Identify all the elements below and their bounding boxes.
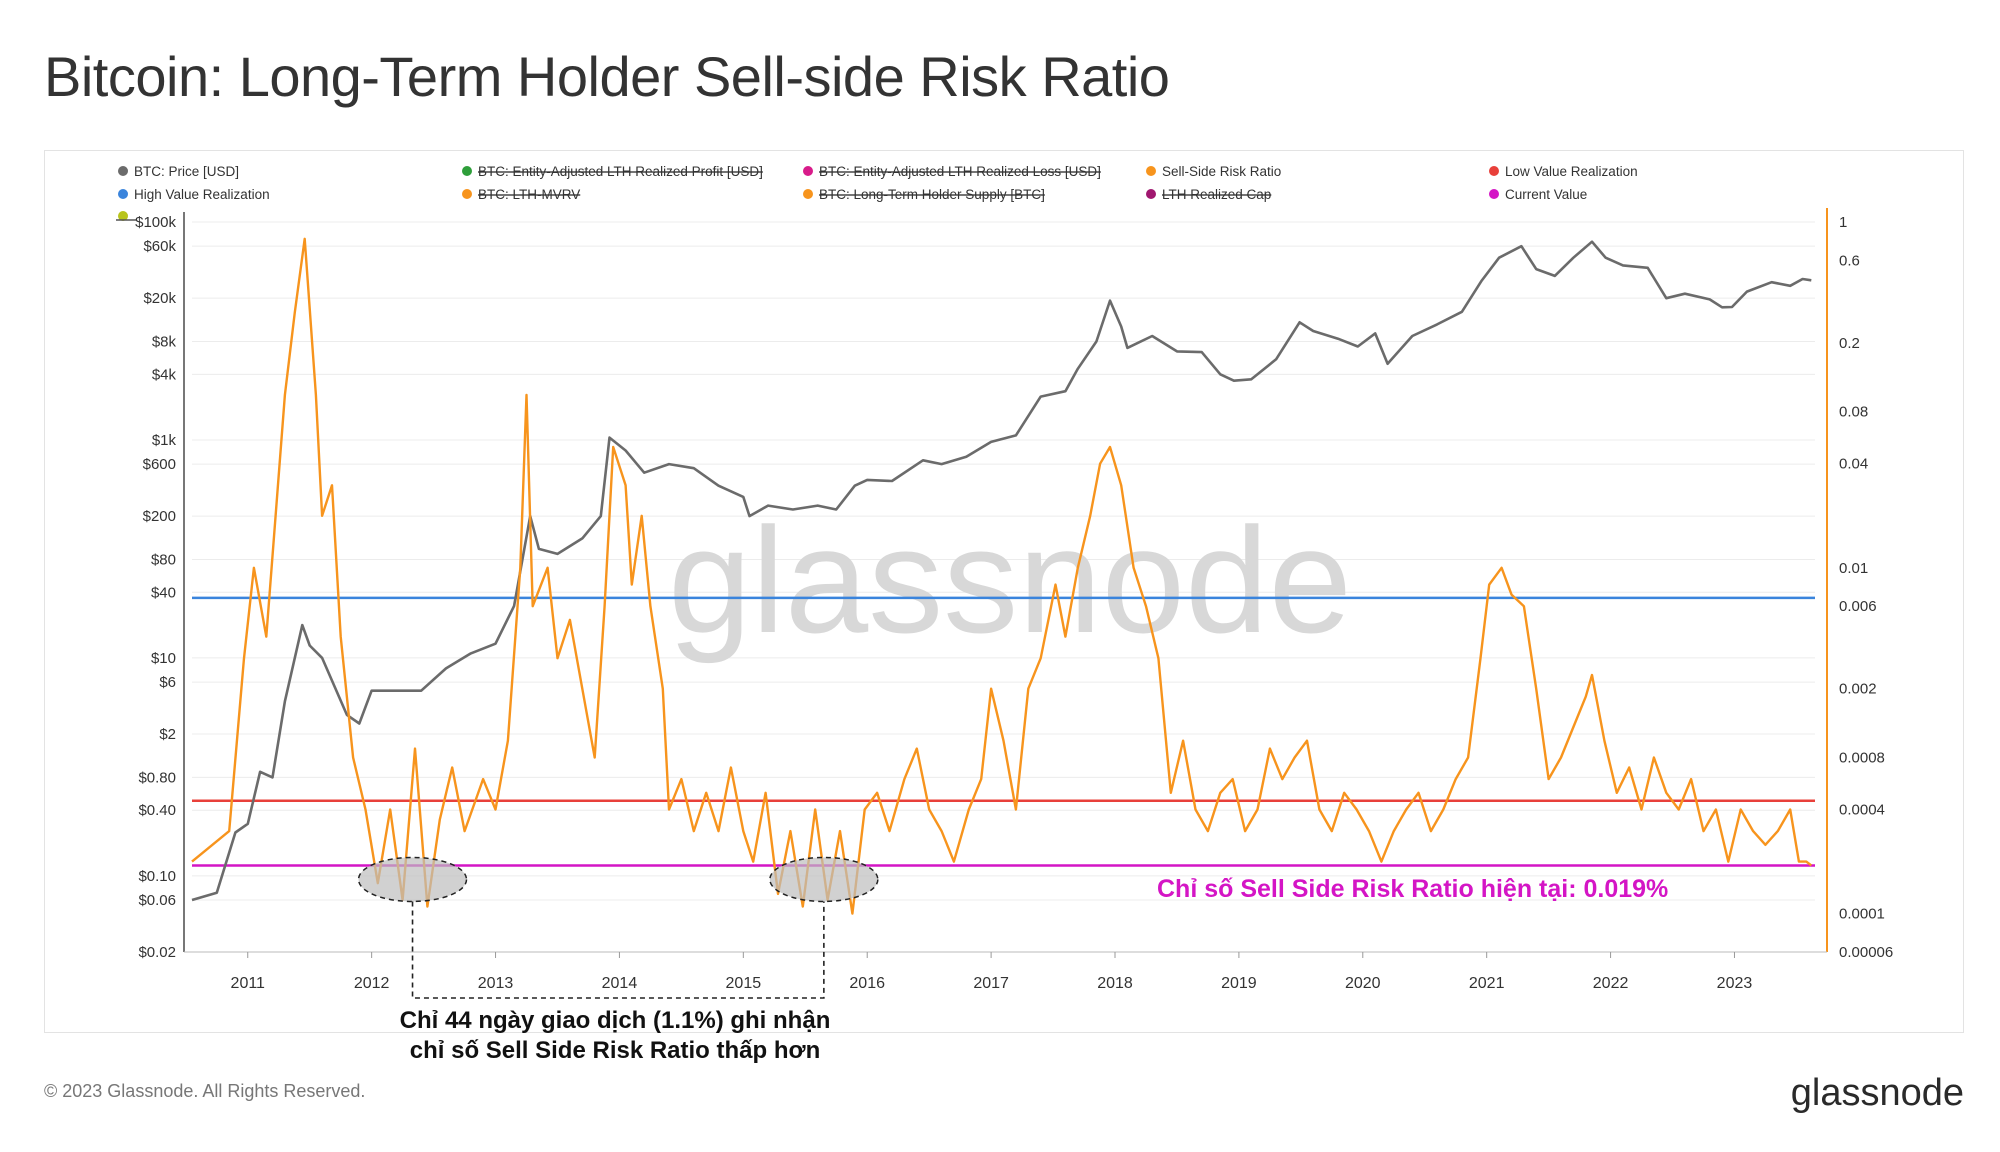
legend-marker [803, 166, 813, 176]
current-value-label: Chỉ số Sell Side Risk Ratio hiện tại: 0.… [1157, 875, 1669, 903]
x-tick-label: 2020 [1345, 975, 1381, 992]
left-tick-label: $1k [152, 432, 177, 449]
legend-marker [118, 211, 128, 221]
legend-label: Low Value Realization [1505, 164, 1638, 179]
left-tick-label: $200 [143, 508, 176, 525]
x-tick-label: 2014 [602, 975, 638, 992]
x-tick-label: 2011 [231, 975, 266, 992]
right-tick-label: 0.2 [1839, 335, 1860, 352]
legend-marker [118, 166, 128, 176]
x-tick-label: 2019 [1221, 975, 1257, 992]
x-tick-label: 2012 [354, 975, 390, 992]
right-tick-label: 0.01 [1839, 560, 1868, 577]
left-tick-label: $600 [143, 456, 176, 473]
right-tick-label: 0.04 [1839, 456, 1868, 473]
left-tick-label: $8k [152, 334, 177, 351]
right-tick-label: 0.0001 [1839, 906, 1885, 923]
legend-marker [1489, 189, 1499, 199]
highlight-ellipse [769, 856, 879, 903]
reference-lines [192, 596, 1815, 867]
left-tick-label: $6 [159, 674, 176, 691]
brand-logo: glassnode [1790, 1072, 1964, 1114]
legend-marker [1146, 166, 1156, 176]
left-tick-label: $0.02 [138, 944, 176, 961]
watermark: glassnode [668, 496, 1352, 664]
legend-marker [462, 166, 472, 176]
highlights [357, 856, 879, 999]
legend-marker [1489, 166, 1499, 176]
right-tick-label: 0.00006 [1839, 944, 1893, 961]
legend-label: BTC: Entity-Adjusted LTH Realized Profit… [478, 164, 763, 179]
annotation-note: Chỉ 44 ngày giao dịch (1.1%) ghi nhận ch… [380, 1006, 850, 1066]
annotation-note-line2: chỉ số Sell Side Risk Ratio thấp hơn [409, 1037, 821, 1064]
highlight-ellipse [357, 856, 468, 903]
left-tick-label: $0.10 [138, 868, 176, 885]
axes: $100k $60k $20k $8k $4k $1k $600 $200 $80 $40 $10 $… [135, 208, 1893, 992]
left-tick-label: $2 [159, 726, 176, 743]
legend-label: High Value Realization [134, 187, 270, 202]
left-tick-label: $80 [151, 551, 176, 568]
left-tick-label: $100k [135, 214, 176, 231]
legend-marker [1146, 189, 1156, 199]
left-tick-label: $40 [151, 584, 176, 601]
right-tick-label: 0.0008 [1839, 749, 1885, 766]
right-tick-label: 0.006 [1839, 598, 1877, 615]
x-tick-label: 2022 [1593, 975, 1629, 992]
series-line [191, 237, 1813, 915]
legend-label: BTC: LTH-MVRV [478, 187, 580, 202]
x-tick-label: 2017 [973, 975, 1009, 992]
x-tick-label: 2013 [478, 975, 514, 992]
x-tick-label: 2016 [849, 975, 885, 992]
x-tick-label: 2018 [1097, 975, 1133, 992]
annotation-note-line1: Chỉ 44 ngày giao dịch (1.1%) ghi nhận [399, 1007, 831, 1034]
series-line [191, 240, 1812, 902]
right-tick-label: 0.6 [1839, 252, 1860, 269]
left-tick-label: $0.06 [138, 892, 176, 909]
left-tick-label: $20k [143, 290, 176, 307]
legend-label: Current Value [1505, 187, 1587, 202]
legend-marker [118, 189, 128, 199]
left-tick-label: $0.40 [138, 802, 176, 819]
legend-marker [803, 189, 813, 199]
legend-label: BTC: Entity-Adjusted LTH Realized Loss [… [819, 164, 1101, 179]
right-tick-label: 0.002 [1839, 681, 1877, 698]
left-tick-label: $0.80 [138, 769, 176, 786]
legend: BTC: Price [USD] BTC: Entity-Adjusted LTH… [116, 164, 1638, 221]
x-tick-label: 2023 [1717, 975, 1753, 992]
copyright: © 2023 Glassnode. All Rights Reserved. [44, 1081, 366, 1101]
series [191, 237, 1813, 915]
right-tick-label: 1 [1839, 214, 1847, 231]
legend-label: LTH Realized Cap [1162, 187, 1271, 202]
x-tick-label: 2021 [1469, 975, 1505, 992]
chart-panel [44, 150, 1964, 1033]
left-tick-label: $60k [143, 238, 176, 255]
right-tick-label: 0.0004 [1839, 802, 1885, 819]
right-tick-label: 0.08 [1839, 404, 1868, 421]
highlight-connector [411, 901, 825, 999]
left-tick-label: $10 [151, 650, 176, 667]
legend-marker [462, 189, 472, 199]
page-title: Bitcoin: Long-Term Holder Sell-side Risk… [44, 45, 1170, 108]
legend-label: BTC: Price [USD] [134, 164, 239, 179]
left-tick-label: $4k [152, 366, 177, 383]
legend-label: BTC: Long-Term Holder Supply [BTC] [819, 187, 1045, 202]
legend-label: Sell-Side Risk Ratio [1162, 164, 1281, 179]
x-tick-label: 2015 [726, 975, 762, 992]
